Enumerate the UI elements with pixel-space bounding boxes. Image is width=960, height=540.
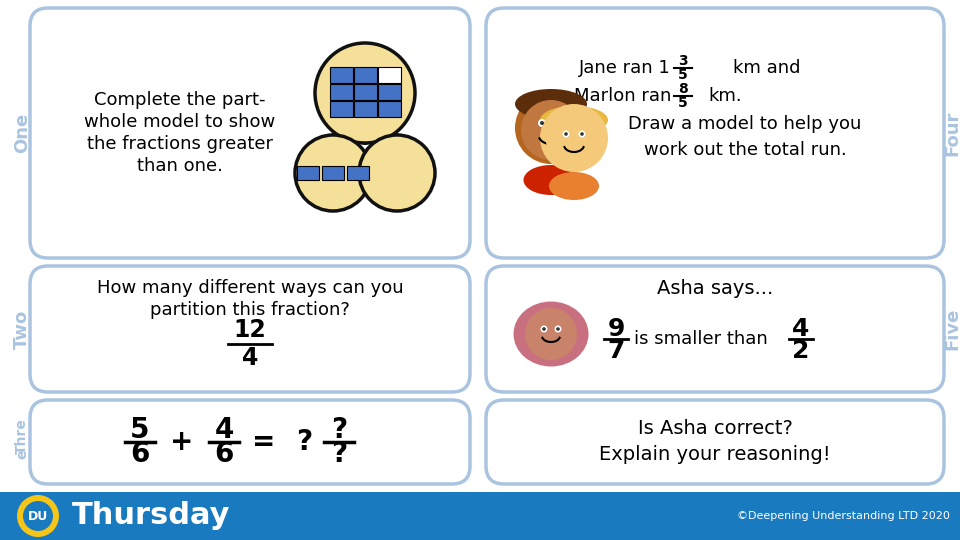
- Bar: [330, 100, 353, 117]
- Bar: [354, 100, 377, 117]
- Bar: [378, 84, 401, 99]
- Text: Marlon ran: Marlon ran: [574, 87, 671, 105]
- Text: ?: ?: [331, 416, 348, 444]
- Bar: [354, 84, 377, 99]
- Text: Draw a model to help you: Draw a model to help you: [628, 115, 862, 133]
- Text: the fractions greater: the fractions greater: [87, 135, 273, 153]
- Circle shape: [540, 326, 547, 333]
- Text: than one.: than one.: [137, 157, 223, 175]
- Circle shape: [515, 92, 587, 164]
- Ellipse shape: [549, 172, 599, 200]
- Text: 5: 5: [678, 68, 688, 82]
- Bar: [378, 66, 401, 83]
- Text: Asha says...: Asha says...: [657, 279, 773, 298]
- Text: is smaller than: is smaller than: [635, 330, 768, 348]
- Text: Jane ran 1: Jane ran 1: [579, 59, 671, 77]
- Circle shape: [564, 132, 567, 136]
- Text: DU: DU: [28, 510, 48, 523]
- FancyBboxPatch shape: [30, 8, 470, 258]
- Circle shape: [359, 135, 435, 211]
- Text: ©Deepening Understanding LTD 2020: ©Deepening Understanding LTD 2020: [737, 511, 950, 521]
- Circle shape: [540, 121, 544, 125]
- Text: 4: 4: [242, 346, 258, 370]
- FancyBboxPatch shape: [486, 8, 944, 258]
- FancyBboxPatch shape: [486, 400, 944, 484]
- Circle shape: [556, 327, 560, 331]
- Circle shape: [521, 100, 581, 160]
- Text: How many different ways can you: How many different ways can you: [97, 279, 403, 297]
- Ellipse shape: [523, 165, 579, 195]
- FancyBboxPatch shape: [486, 266, 944, 392]
- Circle shape: [579, 131, 586, 138]
- Text: One: One: [13, 113, 31, 153]
- Text: 5: 5: [131, 416, 150, 444]
- Bar: [322, 166, 344, 180]
- FancyBboxPatch shape: [30, 266, 470, 392]
- Circle shape: [23, 501, 53, 531]
- Text: Complete the part-: Complete the part-: [94, 91, 266, 109]
- Text: Is Asha correct?: Is Asha correct?: [637, 418, 792, 437]
- Text: 4: 4: [792, 317, 809, 341]
- Text: 9: 9: [608, 317, 625, 341]
- Text: Explain your reasoning!: Explain your reasoning!: [599, 444, 830, 463]
- Circle shape: [538, 119, 546, 127]
- Text: Four: Four: [943, 110, 960, 156]
- Text: 6: 6: [131, 440, 150, 468]
- Bar: [378, 100, 401, 117]
- Circle shape: [295, 135, 371, 211]
- Text: 2: 2: [792, 339, 809, 363]
- Text: whole model to show: whole model to show: [84, 113, 276, 131]
- Text: partition this fraction?: partition this fraction?: [150, 301, 350, 319]
- Circle shape: [542, 327, 546, 331]
- Text: Two: Two: [13, 309, 31, 349]
- Text: 5: 5: [678, 96, 688, 110]
- FancyBboxPatch shape: [30, 400, 470, 484]
- Text: ?: ?: [331, 440, 348, 468]
- Ellipse shape: [514, 301, 588, 367]
- Text: Thre: Thre: [15, 418, 29, 454]
- Bar: [330, 84, 353, 99]
- Text: +: +: [170, 428, 194, 456]
- Bar: [354, 66, 377, 83]
- Bar: [330, 66, 353, 83]
- Bar: [297, 166, 319, 180]
- Text: 6: 6: [214, 440, 233, 468]
- Text: km.: km.: [708, 87, 742, 105]
- Text: 8: 8: [678, 82, 688, 96]
- Text: Five: Five: [943, 308, 960, 350]
- Bar: [347, 166, 369, 180]
- Circle shape: [540, 104, 608, 172]
- Circle shape: [315, 43, 415, 143]
- Text: work out the total run.: work out the total run.: [643, 141, 847, 159]
- Text: km and: km and: [733, 59, 801, 77]
- Text: 4: 4: [214, 416, 233, 444]
- Circle shape: [525, 308, 577, 360]
- Ellipse shape: [515, 89, 587, 119]
- Text: 3: 3: [678, 54, 687, 68]
- Circle shape: [558, 121, 562, 125]
- Bar: [0, 492, 960, 540]
- Circle shape: [555, 326, 562, 333]
- Circle shape: [556, 119, 564, 127]
- Text: 12: 12: [233, 318, 266, 342]
- Text: =: =: [252, 428, 276, 456]
- Circle shape: [546, 112, 602, 168]
- Circle shape: [17, 495, 59, 537]
- Text: 7: 7: [608, 339, 625, 363]
- Circle shape: [563, 131, 569, 138]
- Text: ?: ?: [296, 428, 312, 456]
- Text: Thursday: Thursday: [72, 502, 230, 530]
- Ellipse shape: [540, 106, 608, 134]
- Circle shape: [580, 132, 584, 136]
- Text: e: e: [15, 449, 29, 459]
